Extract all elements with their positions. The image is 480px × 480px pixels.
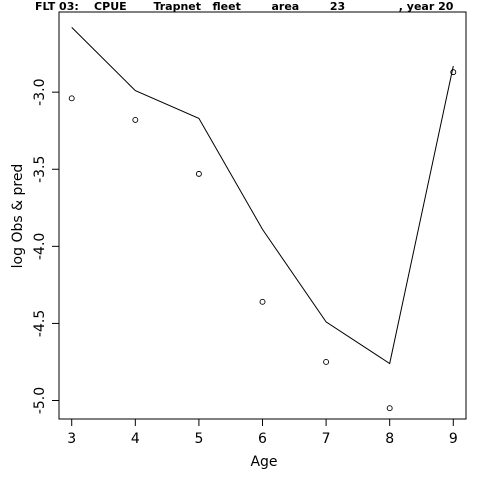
- observed-point: [450, 69, 457, 76]
- chart-title: FLT 03: CPUE Trapnet fleet area 23 , yea…: [35, 0, 454, 13]
- observed-point: [132, 116, 139, 123]
- observed-point: [195, 170, 202, 177]
- y-tick-label: -3.5: [32, 156, 48, 183]
- y-axis-label: log Obs & pred: [10, 164, 26, 269]
- series-layer: [68, 27, 457, 412]
- x-tick-label: 9: [449, 431, 458, 447]
- x-tick-label: 8: [385, 431, 394, 447]
- y-axis: -5.0 -4.5 -4.0 -3.5 -3.0: [32, 79, 60, 414]
- x-tick-label: 5: [194, 431, 203, 447]
- y-tick-label: -5.0: [32, 387, 48, 414]
- x-axis: 3 4 5 6 7 8 9: [67, 418, 458, 447]
- y-tick-label: -4.5: [32, 310, 48, 337]
- y-tick-label: -3.0: [32, 79, 48, 106]
- y-tick-label: -4.0: [32, 233, 48, 260]
- observed-point: [68, 95, 75, 102]
- x-axis-label: Age: [250, 454, 277, 470]
- x-tick-label: 4: [131, 431, 140, 447]
- x-tick-label: 6: [258, 431, 267, 447]
- observed-point: [386, 405, 393, 412]
- x-tick-label: 3: [67, 431, 76, 447]
- x-tick-label: 7: [322, 431, 331, 447]
- observed-point: [323, 359, 330, 365]
- observed-point: [259, 298, 266, 305]
- predicted-line: [71, 27, 454, 365]
